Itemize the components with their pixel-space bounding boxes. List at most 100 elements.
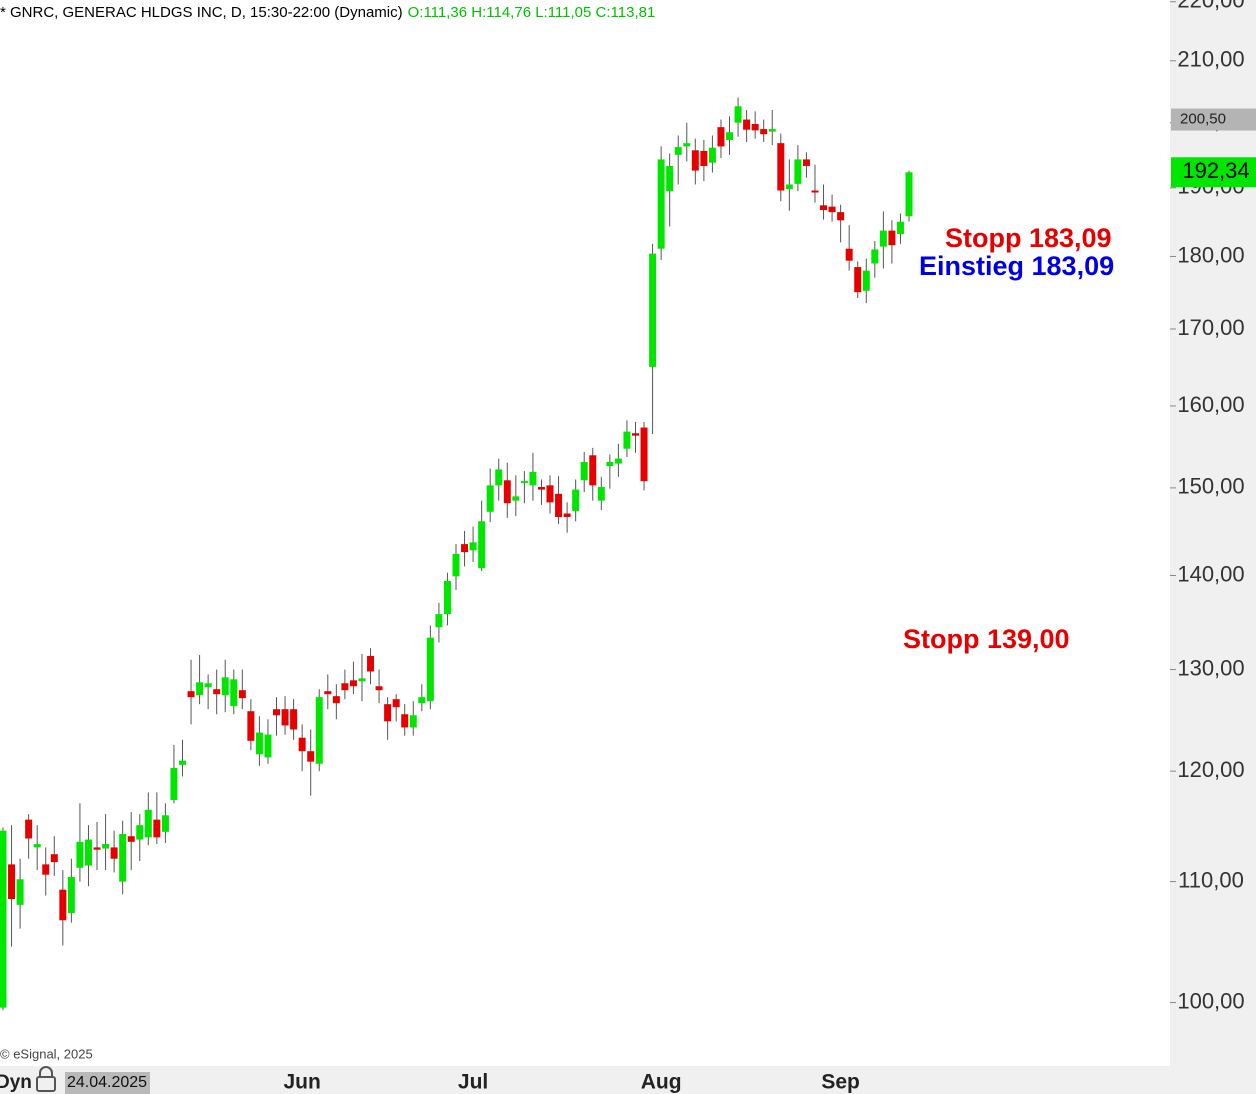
candle-body	[375, 686, 383, 691]
candle-body	[332, 696, 340, 704]
annotation: Stopp 183,09	[945, 223, 1112, 253]
candle-body	[777, 143, 785, 191]
y-tick-label: 160,00	[1177, 392, 1244, 417]
date-label[interactable]: 24.04.2025	[67, 1074, 147, 1091]
candle-body	[862, 270, 870, 291]
x-tick-label: Jun	[283, 1071, 320, 1094]
candle-body	[486, 485, 494, 512]
candle-body	[743, 119, 751, 130]
candle-body	[785, 184, 793, 190]
credit: © eSignal, 2025	[0, 1046, 93, 1061]
y-tick-label: 100,00	[1177, 988, 1244, 1013]
candle-body	[76, 841, 84, 868]
candle-body	[854, 267, 862, 293]
candle-body	[751, 123, 759, 131]
mode-label: Dyn	[0, 1072, 32, 1093]
candle-body	[153, 819, 161, 838]
candle-body	[580, 461, 588, 481]
candle-body	[768, 129, 776, 132]
candle-body	[469, 542, 477, 551]
candle-body	[42, 864, 50, 875]
candle-body	[25, 819, 33, 839]
candle-body	[443, 580, 451, 615]
candle-body	[896, 221, 904, 235]
candle-body	[119, 834, 127, 882]
candle-body	[478, 521, 486, 569]
candle-body	[649, 253, 657, 367]
candle-body	[563, 513, 571, 517]
candle-body	[418, 697, 426, 704]
lock-icon	[36, 1066, 56, 1092]
candle-body	[230, 679, 238, 707]
candle-body	[170, 767, 178, 801]
candle-body	[726, 132, 734, 140]
y-tick-label: 220,00	[1177, 0, 1244, 13]
candle-body	[555, 493, 563, 517]
candle-body	[820, 205, 828, 211]
candle-body	[238, 690, 246, 699]
candle-body	[59, 889, 67, 921]
candle-body	[8, 864, 16, 900]
price-marker-label: 192,34	[1182, 158, 1249, 183]
candle-body	[110, 847, 118, 859]
candle-body	[614, 458, 622, 464]
candle-body	[33, 844, 41, 848]
candle-body	[623, 431, 631, 449]
candle-body	[384, 704, 392, 722]
candle-body	[213, 689, 221, 695]
candle-body	[657, 159, 665, 249]
candle-body	[273, 709, 281, 716]
candle-body	[67, 876, 75, 914]
y-tick-label: 150,00	[1177, 474, 1244, 499]
chart-title: * GNRC, GENERAC HLDGS INC, D, 15:30-22:0…	[0, 4, 655, 21]
candle-body	[16, 879, 24, 905]
candle-body	[717, 127, 725, 147]
candle-body	[401, 714, 409, 728]
candle-body	[495, 469, 503, 486]
candle-body	[136, 825, 144, 840]
candle-body	[102, 844, 110, 849]
candle-body	[640, 427, 648, 482]
candle-body	[546, 485, 554, 503]
candle-body	[307, 751, 315, 762]
y-tick-label: 110,00	[1178, 867, 1244, 892]
y-tick-label: 180,00	[1177, 242, 1244, 267]
ohlc-info: O:111,36 H:114,76 L:111,05 C:113,81	[408, 4, 656, 21]
candle-body	[367, 655, 375, 672]
candle-body	[760, 129, 768, 135]
candle-body	[794, 159, 802, 184]
date-box[interactable]	[65, 1072, 150, 1094]
candle-body	[196, 682, 204, 696]
candle-body	[828, 206, 836, 213]
y-tick-label: 140,00	[1177, 561, 1244, 586]
candle-body	[452, 553, 460, 577]
x-tick-label: Sep	[821, 1071, 860, 1094]
candle-body	[503, 480, 511, 504]
candle-body	[0, 830, 7, 1008]
candle-body	[290, 709, 298, 730]
candle-body	[426, 637, 434, 702]
candle-body	[691, 150, 699, 171]
candle-body	[837, 212, 845, 221]
candle-body	[298, 737, 306, 752]
candle-body	[281, 709, 289, 726]
candle-body	[683, 143, 691, 147]
candle-body	[127, 836, 135, 842]
candle-body	[161, 815, 169, 832]
candle-body	[606, 461, 614, 467]
candle-body	[187, 691, 195, 698]
price-marker	[1171, 108, 1256, 131]
candle-body	[529, 471, 537, 486]
candle-body	[255, 732, 263, 755]
candle-body	[247, 711, 255, 741]
candle-body	[93, 847, 101, 850]
candle-body	[435, 614, 443, 628]
candle-body	[392, 699, 400, 708]
candle-body	[144, 809, 152, 838]
time-panel	[0, 1066, 1170, 1094]
x-tick-label: Jul	[458, 1071, 488, 1094]
title: * GNRC, GENERAC HLDGS INC, D, 15:30-22:0…	[0, 4, 403, 21]
candle-body	[537, 487, 545, 490]
y-tick-label: 210,00	[1177, 47, 1244, 72]
candle-body	[888, 230, 896, 246]
